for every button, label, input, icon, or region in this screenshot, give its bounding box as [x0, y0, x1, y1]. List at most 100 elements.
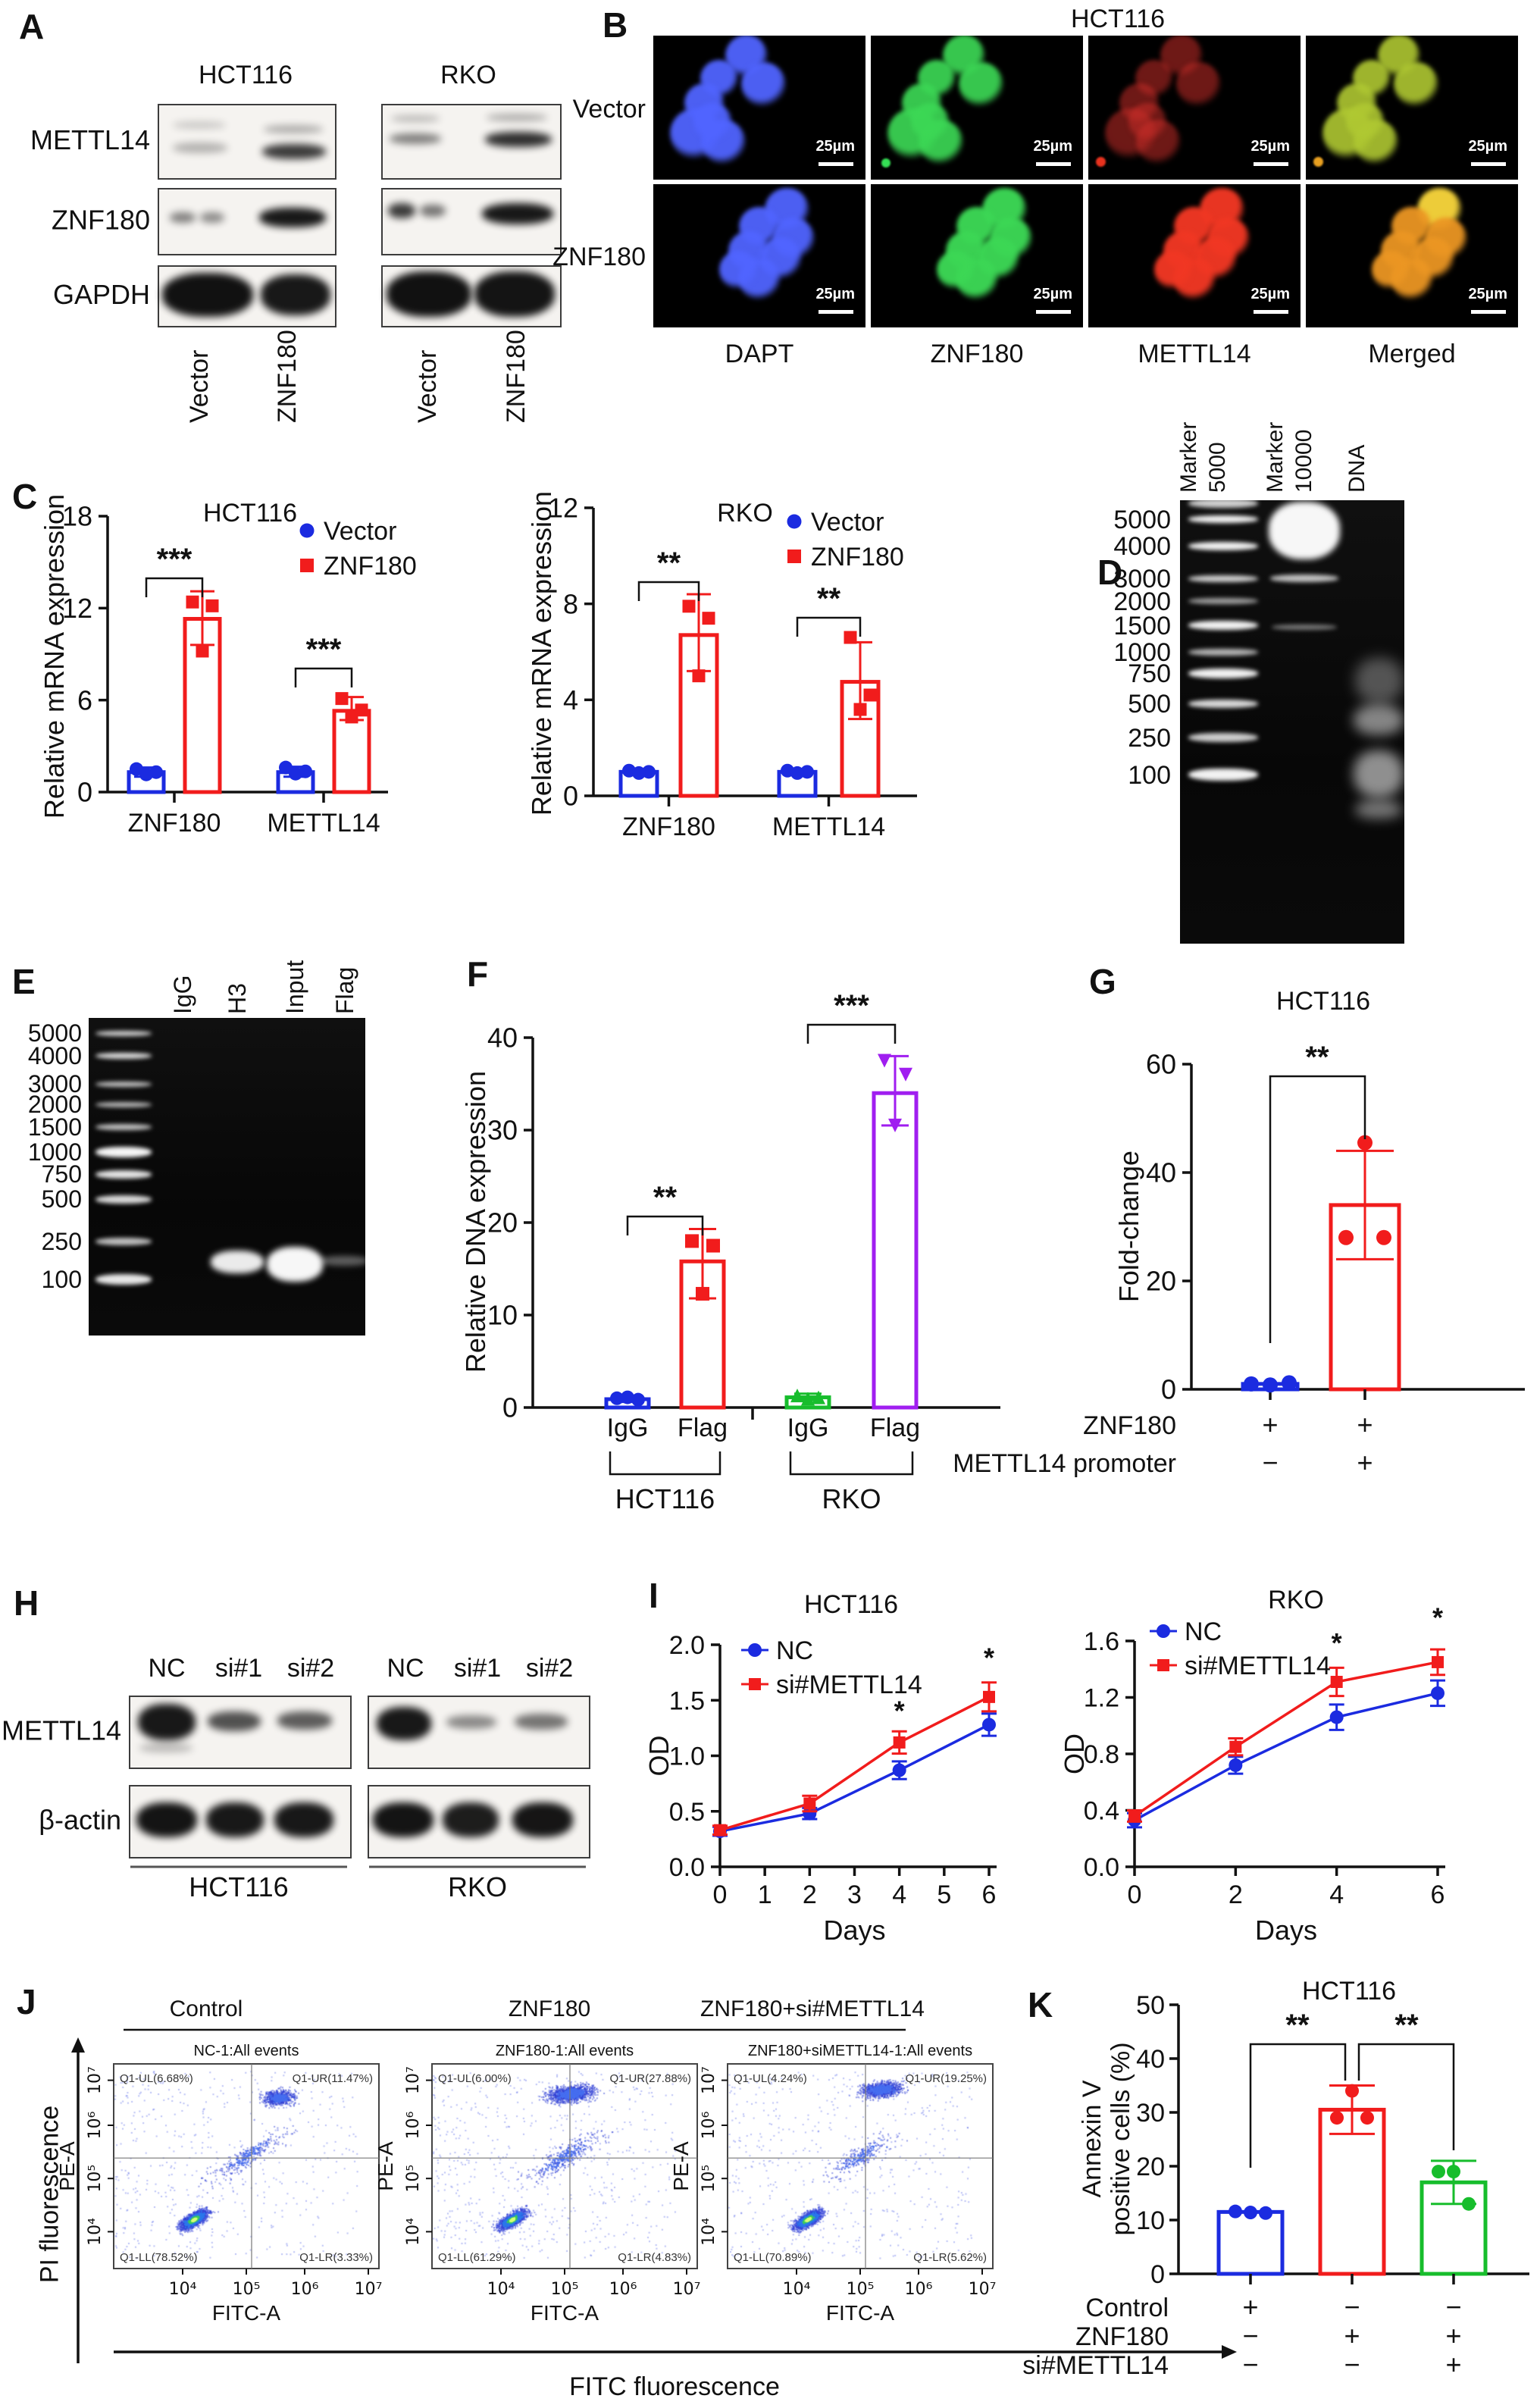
gel-band — [95, 1147, 152, 1157]
fluorescent-speck — [1096, 157, 1106, 167]
scale-bar-label: 25µm — [1250, 286, 1290, 302]
scale-bar-label: 25µm — [1250, 138, 1290, 155]
blot-box — [158, 104, 336, 180]
blot-band — [377, 1707, 431, 1740]
panel-f-label: F — [467, 954, 489, 994]
panel-i-label: I — [649, 1576, 659, 1615]
if-image: 25µm — [1088, 184, 1301, 327]
blot-band — [443, 1802, 499, 1837]
gel-band — [1188, 575, 1258, 582]
blot-band — [206, 1802, 264, 1837]
scale-bar-label: 25µm — [1033, 138, 1072, 155]
blot-band — [261, 274, 330, 315]
scale-bar-label: 25µm — [815, 138, 855, 155]
gel-band — [1188, 769, 1258, 781]
blot-band — [264, 125, 323, 133]
scale-bar — [1471, 162, 1506, 166]
scale-bar — [1471, 310, 1506, 314]
cell-nucleus — [1176, 62, 1221, 107]
blot-band — [482, 203, 553, 224]
blot-band — [373, 1802, 434, 1837]
gel-band — [1270, 575, 1338, 582]
scale-bar-label: 25µm — [815, 286, 855, 302]
cell-nucleus — [1128, 102, 1167, 142]
gel-band — [1188, 699, 1258, 708]
gel-band — [1188, 621, 1258, 630]
scale-bar-label: 25µm — [1468, 286, 1507, 302]
fitc-fluorescence-axis-label: FITC fluorescence — [569, 2372, 780, 2401]
blot-band — [387, 271, 471, 317]
blot-band — [512, 1802, 573, 1837]
blot-band — [390, 133, 441, 144]
gel-band — [1269, 502, 1340, 559]
gel-band — [95, 1124, 152, 1130]
cell-nucleus — [1394, 62, 1438, 107]
panel-g-label: G — [1089, 962, 1116, 1001]
blot-band — [259, 208, 326, 227]
gel-band — [95, 1195, 152, 1204]
blot-band — [420, 205, 446, 217]
panel-k-label: K — [1028, 1985, 1053, 2024]
if-image: 25µm — [1306, 36, 1518, 180]
blot-band — [138, 1704, 196, 1740]
cell-nucleus — [741, 62, 786, 107]
blot-band — [446, 1715, 496, 1729]
pi-fluorescence-axis-label: PI fluorescence — [35, 2105, 64, 2284]
gel-band — [95, 1238, 152, 1245]
blot-band — [173, 121, 226, 129]
panel-a-label: A — [19, 7, 45, 46]
cell-nucleus — [911, 102, 950, 142]
cell-nucleus — [959, 62, 1003, 107]
gel-band — [320, 1256, 368, 1266]
gel-smear — [1355, 800, 1402, 819]
gel-band — [95, 1053, 152, 1059]
gel-band — [1188, 668, 1258, 678]
blot-band — [487, 114, 547, 121]
panel-e-label: E — [12, 962, 36, 1001]
scale-bar — [1036, 310, 1071, 314]
gel-smear — [1355, 658, 1404, 703]
gel-band — [267, 1247, 323, 1282]
panel-b-title: HCT116 — [1070, 5, 1166, 33]
scale-bar — [1036, 162, 1071, 166]
gel-band — [95, 1081, 152, 1087]
gel-band — [95, 1274, 152, 1285]
gel-smear — [1354, 750, 1404, 797]
blot-band — [139, 1743, 192, 1752]
blot-band — [474, 271, 555, 317]
blot-band — [162, 273, 253, 317]
blot-band — [170, 212, 196, 223]
panel-b-label: B — [603, 5, 628, 45]
if-image: 25µm — [871, 36, 1083, 180]
blot-band — [262, 144, 326, 159]
if-image: 25µm — [653, 184, 865, 327]
cell-nucleus — [1371, 251, 1410, 290]
blot-band — [136, 1802, 197, 1837]
cell-nucleus — [1153, 251, 1193, 290]
scale-bar-label: 25µm — [1468, 138, 1507, 155]
blot-band — [485, 132, 552, 147]
blot-band — [391, 115, 440, 122]
scale-bar — [819, 310, 853, 314]
cell-nucleus — [693, 102, 732, 142]
blot-band — [208, 1711, 261, 1731]
scale-bar — [1254, 310, 1288, 314]
cell-nucleus — [936, 251, 975, 290]
panel-j-label: J — [17, 1982, 36, 2021]
blot-band — [173, 142, 227, 153]
blot-band — [274, 1802, 333, 1837]
if-image: 25µm — [1088, 36, 1301, 180]
if-image: 25µm — [653, 36, 865, 180]
gel-band — [95, 1170, 152, 1179]
scale-bar-label: 25µm — [1033, 286, 1072, 302]
gel-band — [1188, 733, 1258, 742]
if-image: 25µm — [1306, 184, 1518, 327]
gel-band — [95, 1030, 152, 1036]
fluorescent-speck — [1313, 157, 1323, 167]
gel-smear — [1354, 705, 1404, 735]
if-image: 25µm — [871, 184, 1083, 327]
scale-bar — [1254, 162, 1288, 166]
